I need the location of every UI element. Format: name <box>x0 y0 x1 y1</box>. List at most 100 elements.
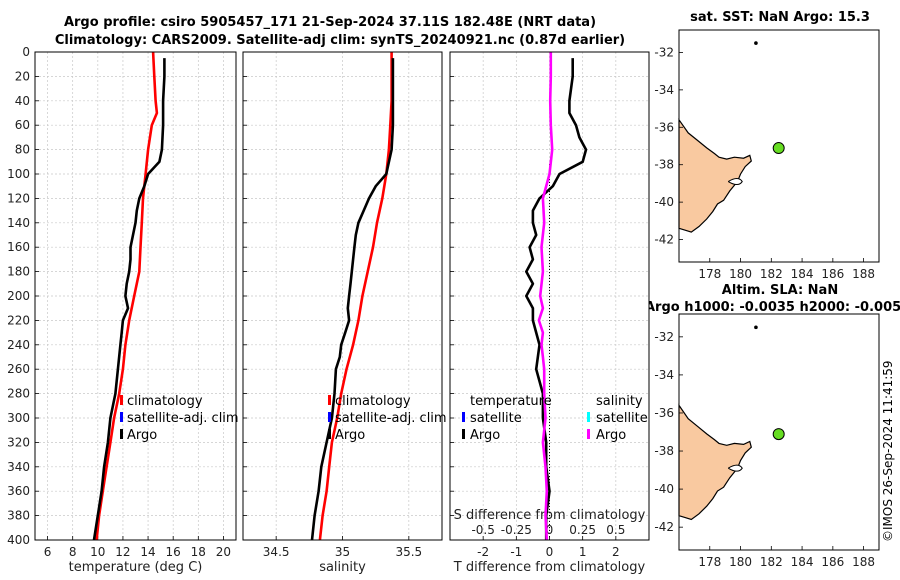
differences-x-tick-label: 2 <box>612 545 620 559</box>
sla-map-bay <box>727 464 743 472</box>
temperature-legend-swatch <box>120 429 123 439</box>
sst-map-title: sat. SST: NaN Argo: 15.3 <box>690 10 870 25</box>
sst-map-x-tick-label: 180 <box>729 267 752 281</box>
differences-legend-temp-title: temperature <box>470 394 552 409</box>
y-tick-label: 320 <box>7 435 30 449</box>
salinity-x-tick-label: 35.5 <box>395 545 422 559</box>
sla-map-x-tick-label: 180 <box>729 555 752 569</box>
salinity-series-argo <box>310 58 395 541</box>
sla-map-island-point <box>754 325 758 330</box>
sst-map-y-tick-label: -38 <box>654 158 674 172</box>
figure-title-line1: Argo profile: csiro 5905457_171 21-Sep-2… <box>63 15 597 30</box>
watermark: ©IMOS 26-Sep-2024 11:41:59 <box>881 360 895 542</box>
salinity-legend-swatch <box>328 395 331 405</box>
figure-title-line2: Climatology: CARS2009. Satellite-adj cli… <box>54 33 626 48</box>
differences-legend-sal-swatch <box>587 429 590 439</box>
salinity-legend-label: Argo <box>335 428 365 443</box>
differences-legend-sal-label: Argo <box>596 428 626 443</box>
y-tick-label: 20 <box>15 69 30 83</box>
salinity-series-climatology <box>318 52 393 541</box>
sla-map-title-line1: Altim. SLA: NaN <box>721 283 839 298</box>
salinity-x-tick-label: 34.5 <box>263 545 290 559</box>
sla-map-title-line2: Argo h1000: -0.0035 h2000: -0.005 <box>645 300 900 315</box>
y-tick-label: 220 <box>7 313 30 327</box>
differences-legend-temp-label: satellite <box>470 411 522 426</box>
differences-legend-temp-swatch <box>462 429 465 439</box>
y-tick-label: 200 <box>7 289 30 303</box>
differences-series-t-argo <box>524 58 588 540</box>
sla-map-x-tick-label: 178 <box>698 555 721 569</box>
sst-map-y-tick-label: -40 <box>654 195 674 209</box>
differences-s-tick-label: 0.5 <box>606 523 625 537</box>
sst-map-x-tick-label: 184 <box>791 267 814 281</box>
temperature-x-tick-label: 20 <box>216 545 231 559</box>
temperature-x-tick-label: 12 <box>115 545 130 559</box>
differences-legend-sal-label: satellite <box>596 411 648 426</box>
y-tick-label: 300 <box>7 411 30 425</box>
differences-s-tick-label: -0.5 <box>471 523 494 537</box>
temperature-series-argo <box>92 58 166 541</box>
sst-map-x-tick-label: 186 <box>821 267 844 281</box>
differences-x-label: T difference from climatology <box>453 560 646 575</box>
sst-map-y-tick-label: -42 <box>654 233 674 247</box>
temperature-x-tick-label: 14 <box>140 545 155 559</box>
temperature-x-tick-label: 10 <box>90 545 105 559</box>
y-tick-label: 380 <box>7 509 30 523</box>
y-tick-label: 340 <box>7 460 30 474</box>
temperature-x-label: temperature (deg C) <box>69 560 203 575</box>
temperature-x-tick-label: 8 <box>69 545 77 559</box>
temperature-legend-label: Argo <box>127 428 157 443</box>
differences-x-tick-label: -1 <box>510 545 522 559</box>
temperature-x-tick-label: 6 <box>44 545 52 559</box>
temperature-legend-swatch <box>120 412 123 422</box>
y-tick-label: 80 <box>15 143 30 157</box>
differences-x-tick-label: -2 <box>477 545 489 559</box>
temperature-legend-swatch <box>120 395 123 405</box>
sst-map-y-tick-label: -36 <box>654 120 674 134</box>
sla-map-x-tick-label: 188 <box>852 555 875 569</box>
y-tick-label: 120 <box>7 191 30 205</box>
sst-map-frame <box>678 29 880 263</box>
salinity-legend-label: satellite-adj. clim <box>335 411 447 426</box>
differences-s-label: S difference from climatology <box>454 508 646 523</box>
salinity-legend-label: climatology <box>335 394 411 409</box>
temperature-series-climatology <box>95 51 159 541</box>
differences-legend-sal-swatch <box>587 412 590 422</box>
y-tick-label: 100 <box>7 167 30 181</box>
sla-map-x-tick-label: 186 <box>821 555 844 569</box>
sst-map-y-tick-label: -32 <box>654 45 674 59</box>
sla-map-x-tick-label: 182 <box>760 555 783 569</box>
y-tick-label: 40 <box>15 94 30 108</box>
y-tick-label: 180 <box>7 265 30 279</box>
y-tick-label: 260 <box>7 362 30 376</box>
salinity-x-label: salinity <box>319 560 366 575</box>
panel-frame-1 <box>242 51 443 541</box>
differences-s-tick-label: -0.25 <box>501 523 532 537</box>
sst-map-bay <box>727 178 743 186</box>
salinity-legend-swatch <box>328 412 331 422</box>
sla-map-y-tick-label: -38 <box>654 444 674 458</box>
sla-map-land <box>678 403 752 521</box>
differences-x-tick-label: 1 <box>579 545 587 559</box>
differences-series-s-argo <box>537 52 554 541</box>
salinity-legend-swatch <box>328 429 331 439</box>
sst-map-y-tick-label: -34 <box>654 83 674 97</box>
salinity-x-tick-label: 35 <box>335 545 350 559</box>
temperature-x-tick-label: 18 <box>191 545 206 559</box>
sla-map-y-tick-label: -36 <box>654 406 674 420</box>
sla-map-y-tick-label: -40 <box>654 482 674 496</box>
sst-map-x-tick-label: 188 <box>852 267 875 281</box>
sla-map-argo-float-point <box>772 428 785 441</box>
y-tick-label: 280 <box>7 387 30 401</box>
differences-legend-temp-label: Argo <box>470 428 500 443</box>
y-tick-label: 140 <box>7 216 30 230</box>
sla-map-y-tick-label: -32 <box>654 330 674 344</box>
sla-map-y-tick-label: -34 <box>654 368 674 382</box>
differences-legend-temp-swatch <box>462 412 465 422</box>
differences-legend-sal-title: salinity <box>596 394 643 409</box>
temperature-legend-label: climatology <box>127 394 203 409</box>
temperature-x-tick-label: 16 <box>166 545 181 559</box>
sla-map-x-tick-label: 184 <box>791 555 814 569</box>
y-tick-label: 360 <box>7 484 30 498</box>
